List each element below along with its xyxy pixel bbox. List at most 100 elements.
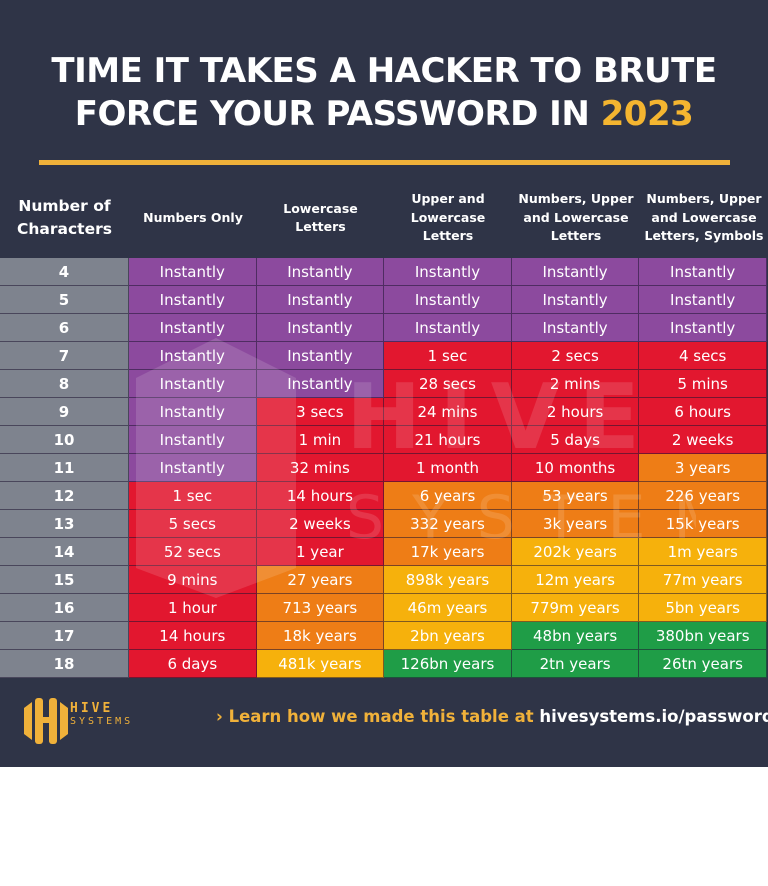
- time-cell: 2 weeks: [256, 510, 385, 538]
- column-header-line: and Lowercase: [651, 209, 757, 225]
- time-cell: Instantly: [256, 286, 385, 314]
- table-row: 11 Instantly 32 mins 1 month 10 months 3 year…: [0, 454, 767, 482]
- column-header-line: Lowercase: [410, 209, 486, 225]
- column-header-line: Lowercase: [283, 200, 358, 216]
- character-count-cell: 16: [0, 594, 129, 622]
- time-cell: 898k years: [384, 566, 512, 594]
- column-header-4: Numbers, Upper and Lowercase Letters: [512, 180, 640, 256]
- time-cell: Instantly: [256, 258, 385, 286]
- column-header-line: Letters: [550, 228, 602, 244]
- column-header-line: Letters, Symbols: [644, 228, 764, 244]
- time-cell: 202k years: [511, 538, 640, 566]
- column-header-line: Numbers Only: [143, 209, 243, 225]
- time-cell: 380bn years: [639, 622, 767, 650]
- column-header-line: Letters: [295, 219, 346, 234]
- time-cell: 1 sec: [384, 342, 512, 370]
- time-cell: 53 years: [511, 482, 640, 510]
- time-cell: 3 years: [639, 454, 767, 482]
- character-count-cell: 15: [0, 566, 129, 594]
- table-row: 9 Instantly 3 secs 24 mins 2 hours 6 hours: [0, 398, 767, 426]
- column-header-line: Number of: [18, 197, 111, 215]
- table-row: 4 Instantly Instantly Instantly Instantly Ins…: [0, 258, 767, 286]
- time-cell: 6 years: [384, 482, 512, 510]
- time-cell: Instantly: [129, 258, 257, 286]
- column-header-5: Numbers, Upper and Lowercase Letters, Symb…: [640, 180, 768, 256]
- time-cell: 1 month: [384, 454, 512, 482]
- time-cell: 332 years: [384, 510, 512, 538]
- time-cell: 1 year: [256, 538, 385, 566]
- time-cell: Instantly: [256, 314, 385, 342]
- time-cell: Instantly: [639, 286, 767, 314]
- time-cell: Instantly: [511, 286, 640, 314]
- time-cell: 9 mins: [129, 566, 257, 594]
- time-cell: 24 mins: [384, 398, 512, 426]
- time-cell: Instantly: [384, 258, 512, 286]
- character-count-cell: 4: [0, 258, 129, 286]
- page-title: TIME IT TAKES A HACKER TO BRUTE FORCE YO…: [0, 50, 768, 136]
- table-row: 6 Instantly Instantly Instantly Instantly Ins…: [0, 314, 767, 342]
- time-cell: 14 hours: [256, 482, 385, 510]
- column-header-line: Numbers, Upper: [646, 191, 762, 207]
- hive-systems-logo-icon: [24, 698, 68, 744]
- time-cell: Instantly: [129, 342, 257, 370]
- learn-more-link[interactable]: › Learn how we made this table at hivesy…: [216, 707, 768, 726]
- cta-lead-text: Learn how we made this table at: [228, 707, 540, 726]
- character-count-cell: 6: [0, 314, 129, 342]
- character-count-cell: 5: [0, 286, 129, 314]
- time-cell: 2 secs: [511, 342, 640, 370]
- time-cell: 713 years: [256, 594, 385, 622]
- time-cell: 1 sec: [129, 482, 257, 510]
- time-cell: 2 weeks: [639, 426, 767, 454]
- table-row: 15 9 mins 27 years 898k years 12m years 77m y…: [0, 566, 767, 594]
- time-cell: Instantly: [129, 286, 257, 314]
- time-cell: 481k years: [256, 650, 385, 678]
- time-cell: 21 hours: [384, 426, 512, 454]
- time-cell: 27 years: [256, 566, 385, 594]
- table-row: 18 6 days 481k years 126bn years 2tn years 26…: [0, 650, 767, 678]
- time-cell: 3 secs: [256, 398, 385, 426]
- table-row: 13 5 secs 2 weeks 332 years 3k years 15k year…: [0, 510, 767, 538]
- table-row: 10 Instantly 1 min 21 hours 5 days 2 weeks: [0, 426, 767, 454]
- character-count-cell: 9: [0, 398, 129, 426]
- time-cell: 2tn years: [511, 650, 640, 678]
- time-cell: Instantly: [129, 370, 257, 398]
- logo-wordmark-systems: SYSTEMS: [70, 716, 134, 727]
- time-cell: Instantly: [256, 342, 385, 370]
- time-cell: Instantly: [511, 258, 640, 286]
- time-cell: 5 days: [511, 426, 640, 454]
- character-count-cell: 11: [0, 454, 129, 482]
- time-cell: 17k years: [384, 538, 512, 566]
- cta-url[interactable]: hivesystems.io/password: [539, 707, 768, 726]
- column-header-line: Letters: [422, 228, 474, 244]
- column-header-line: Numbers, Upper: [518, 191, 634, 207]
- time-cell: 5 secs: [129, 510, 257, 538]
- time-cell: 126bn years: [384, 650, 512, 678]
- character-count-cell: 12: [0, 482, 129, 510]
- title-line-1: TIME IT TAKES A HACKER TO BRUTE: [51, 51, 717, 91]
- title-line-2: FORCE YOUR PASSWORD IN 2023: [0, 93, 768, 136]
- character-count-cell: 7: [0, 342, 129, 370]
- time-cell: 46m years: [384, 594, 512, 622]
- time-cell: Instantly: [256, 370, 385, 398]
- time-cell: 2 mins: [511, 370, 640, 398]
- column-header-2: Lowercase Letters: [257, 180, 384, 256]
- column-header-line: Characters: [17, 220, 112, 238]
- title-year: 2023: [600, 94, 694, 134]
- time-cell: Instantly: [384, 314, 512, 342]
- table-row: 14 52 secs 1 year 17k years 202k years 1m yea…: [0, 538, 767, 566]
- time-cell: 14 hours: [129, 622, 257, 650]
- time-cell: Instantly: [129, 398, 257, 426]
- time-cell: 5 mins: [639, 370, 767, 398]
- time-cell: 2 hours: [511, 398, 640, 426]
- table-row: 12 1 sec 14 hours 6 years 53 years 226 years: [0, 482, 767, 510]
- time-cell: 48bn years: [511, 622, 640, 650]
- table-row: 17 14 hours 18k years 2bn years 48bn years 38…: [0, 622, 767, 650]
- time-cell: Instantly: [129, 454, 257, 482]
- time-cell: 3k years: [511, 510, 640, 538]
- character-count-cell: 14: [0, 538, 129, 566]
- column-header-line: and Lowercase: [523, 209, 629, 225]
- table-row: 8 Instantly Instantly 28 secs 2 mins 5 mins: [0, 370, 767, 398]
- time-cell: 18k years: [256, 622, 385, 650]
- column-header-1: Numbers Only: [129, 180, 257, 256]
- time-cell: 779m years: [511, 594, 640, 622]
